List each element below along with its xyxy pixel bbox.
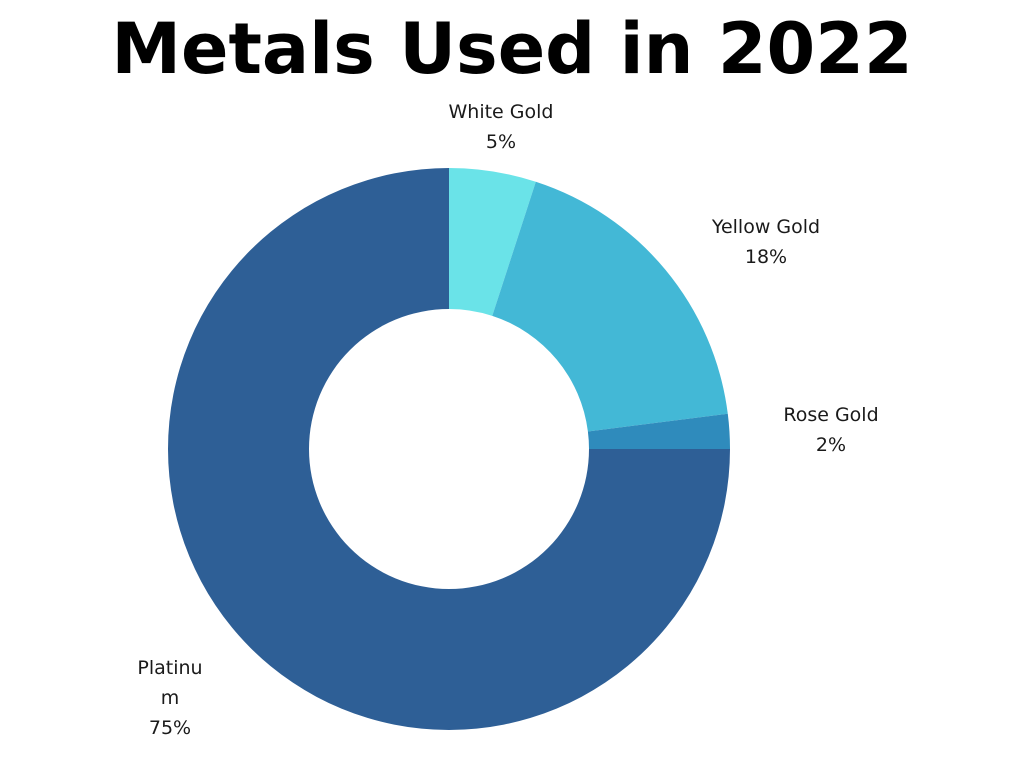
slice-yellow-gold [492,181,728,432]
slice-label-line: 18% [745,246,787,268]
slice-label-line: White Gold [449,101,554,123]
slice-label-line: Rose Gold [783,404,878,426]
slice-label-line: m [161,687,180,709]
slice-label-line: Platinu [137,657,202,679]
slice-platinum [168,168,730,730]
slice-label-line: 2% [816,434,846,456]
slice-label-platinum: Platinu m 75% [137,657,202,739]
slice-label-yellow-gold: Yellow Gold 18% [711,216,820,268]
slice-label-line: Yellow Gold [711,216,820,238]
slice-rose-gold [587,413,730,449]
slice-white-gold [449,168,536,316]
slice-label-white-gold: White Gold 5% [449,101,554,153]
slice-label-line: 5% [486,131,516,153]
slice-label-line: 75% [149,717,191,739]
slice-label-rose-gold: Rose Gold 2% [783,404,878,456]
chart-title: Metals Used in 2022 [111,8,913,90]
